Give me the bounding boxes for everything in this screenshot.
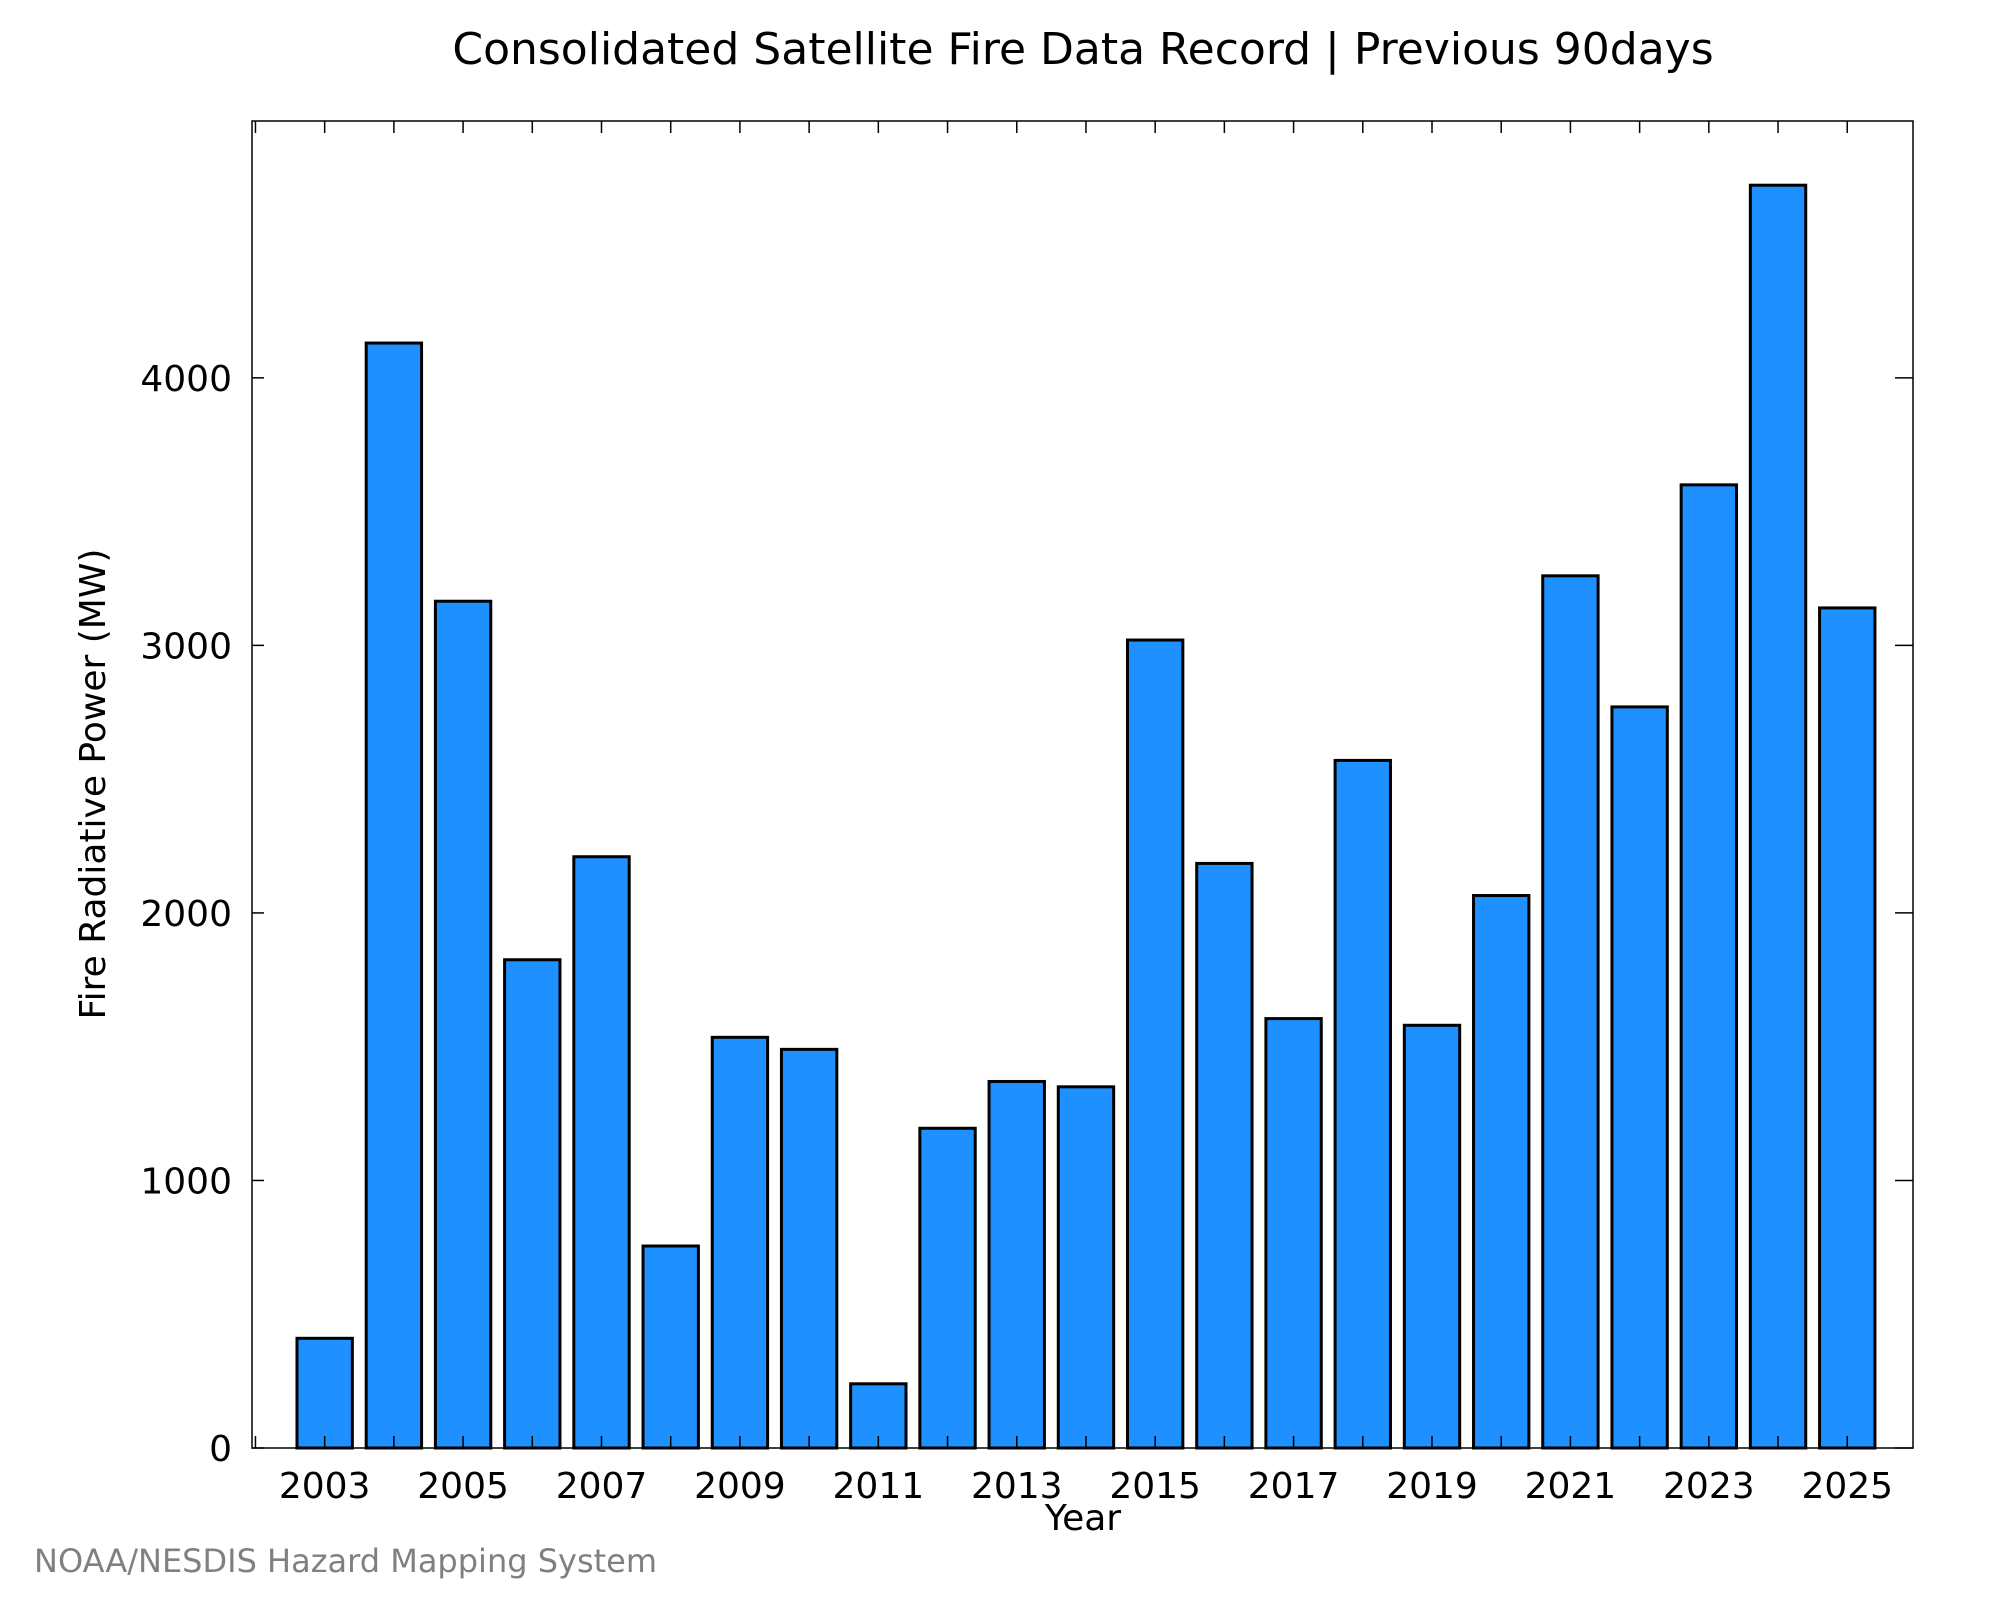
bar-2017: [1264, 1017, 1323, 1450]
credit-text: NOAA/NESDIS Hazard Mapping System: [34, 1542, 657, 1580]
bar-2003: [295, 1336, 354, 1450]
plot-frame: [251, 120, 1914, 1449]
bar-2023: [1679, 483, 1739, 1450]
bar-2013: [987, 1079, 1046, 1450]
y-tick-label: 3000: [140, 626, 232, 667]
bar-2020: [1472, 894, 1531, 1450]
chart-title: Consolidated Satellite Fire Data Record …: [452, 24, 1713, 75]
y-tick-label: 2000: [140, 894, 232, 935]
bar-2009: [710, 1035, 770, 1450]
x-tick-label: 2011: [833, 1466, 925, 1507]
bar-2019: [1402, 1023, 1462, 1450]
bar-2014: [1056, 1085, 1116, 1450]
bar-2006: [503, 958, 562, 1450]
x-tick-label: 2009: [694, 1466, 786, 1507]
x-tick-label: 2021: [1525, 1466, 1617, 1507]
x-axis-label: Year: [1044, 1498, 1121, 1539]
x-tick-label: 2007: [556, 1466, 648, 1507]
bar-2004: [364, 341, 424, 1450]
bar-2022: [1610, 705, 1669, 1450]
bar-2018: [1333, 758, 1392, 1450]
ticks-layer: 2003 2005 2007 2009 2011 2013 2015 2017 2019 2021…: [140, 121, 1913, 1507]
x-tick-label: 2017: [1248, 1466, 1340, 1507]
bar-2005: [433, 599, 493, 1450]
x-tick-label: 2013: [971, 1466, 1063, 1507]
bar-2010: [779, 1047, 839, 1450]
bar-2021: [1541, 574, 1600, 1450]
bar-2025: [1818, 606, 1877, 1450]
x-tick-label: 2005: [417, 1466, 509, 1507]
bar-2008: [641, 1244, 700, 1450]
bars-layer: [295, 183, 1877, 1450]
bar-2007: [572, 855, 631, 1450]
x-tick-label: 2003: [279, 1466, 371, 1507]
bar-2024: [1748, 183, 1808, 1450]
x-tick-label: 2025: [1801, 1466, 1893, 1507]
bar-2015: [1125, 638, 1185, 1450]
x-tick-label: 2015: [1109, 1466, 1201, 1507]
x-tick-label: 2023: [1663, 1466, 1755, 1507]
bar-2016: [1195, 861, 1254, 1450]
x-tick-label: 2019: [1386, 1466, 1478, 1507]
y-tick-label: 4000: [140, 359, 232, 400]
y-tick-label: 1000: [140, 1161, 232, 1202]
y-tick-label: 0: [209, 1429, 232, 1470]
y-axis-label: Fire Radiative Power (MW): [73, 549, 114, 1020]
bar-2012: [918, 1126, 977, 1450]
